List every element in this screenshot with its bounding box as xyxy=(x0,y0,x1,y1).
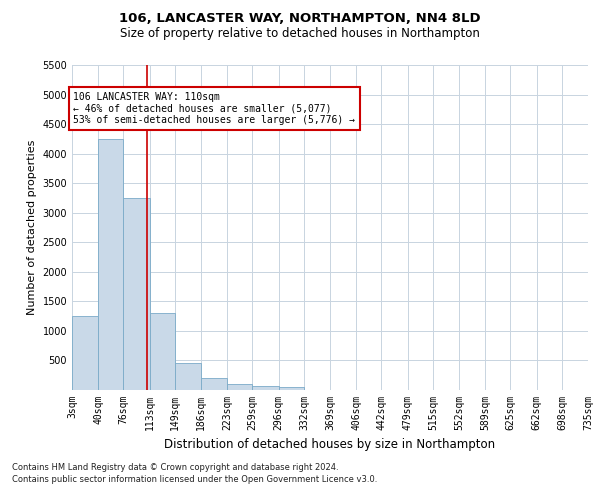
Bar xyxy=(149,313,175,390)
Bar xyxy=(124,198,149,390)
X-axis label: Distribution of detached houses by size in Northampton: Distribution of detached houses by size … xyxy=(164,438,496,452)
Text: Contains public sector information licensed under the Open Government Licence v3: Contains public sector information licen… xyxy=(12,475,377,484)
Bar xyxy=(253,386,278,390)
Text: 106 LANCASTER WAY: 110sqm
← 46% of detached houses are smaller (5,077)
53% of se: 106 LANCASTER WAY: 110sqm ← 46% of detac… xyxy=(73,92,355,125)
Bar xyxy=(98,139,124,390)
Bar xyxy=(201,378,227,390)
Bar xyxy=(72,316,98,390)
Text: Contains HM Land Registry data © Crown copyright and database right 2024.: Contains HM Land Registry data © Crown c… xyxy=(12,464,338,472)
Bar xyxy=(227,384,253,390)
Y-axis label: Number of detached properties: Number of detached properties xyxy=(27,140,37,315)
Bar xyxy=(175,364,201,390)
Text: 106, LANCASTER WAY, NORTHAMPTON, NN4 8LD: 106, LANCASTER WAY, NORTHAMPTON, NN4 8LD xyxy=(119,12,481,26)
Text: Size of property relative to detached houses in Northampton: Size of property relative to detached ho… xyxy=(120,28,480,40)
Bar xyxy=(278,387,304,390)
